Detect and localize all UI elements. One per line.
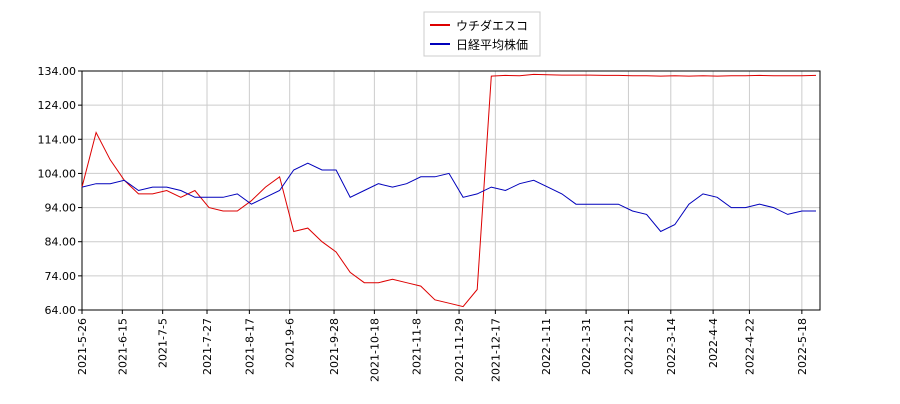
x-tick-label: 2021-11-8 xyxy=(411,318,424,375)
x-tick-label: 2021-12-17 xyxy=(489,318,502,382)
x-tick-label: 2022-1-11 xyxy=(540,318,553,375)
x-tick-label: 2021-5-26 xyxy=(76,318,89,375)
x-tick-label: 2021-9-28 xyxy=(328,318,341,375)
x-tick-label: 2021-11-29 xyxy=(453,318,466,382)
legend-label: 日経平均株価 xyxy=(456,37,528,52)
x-tick-label: 2021-9-6 xyxy=(284,318,297,368)
legend-label: ウチダエスコ xyxy=(456,18,528,33)
x-tick-label: 2022-4-22 xyxy=(743,318,756,375)
x-tick-label: 2021-8-17 xyxy=(243,318,256,375)
x-tick-label: 2022-4-4 xyxy=(707,318,720,368)
x-tick-label: 2021-7-5 xyxy=(157,318,170,368)
x-tick-label: 2022-1-31 xyxy=(580,318,593,375)
y-tick-label: 94.00 xyxy=(45,202,77,215)
y-tick-label: 64.00 xyxy=(45,304,77,317)
series-line xyxy=(81,73,817,308)
y-tick-label: 114.00 xyxy=(38,133,77,146)
x-tick-label: 2022-2-21 xyxy=(622,318,635,375)
x-tick-label: 2021-7-27 xyxy=(201,318,214,375)
x-tick-label: 2021-6-15 xyxy=(116,318,129,375)
plot-frame xyxy=(81,70,821,311)
y-tick-label: 104.00 xyxy=(38,167,77,180)
series-line xyxy=(81,162,816,233)
y-tick-label: 124.00 xyxy=(38,99,77,112)
x-tick-label: 2022-3-14 xyxy=(665,318,678,375)
x-tick-label: 2021-10-18 xyxy=(368,318,381,382)
y-tick-label: 84.00 xyxy=(45,236,77,249)
legend-box xyxy=(423,11,541,57)
y-tick-label: 74.00 xyxy=(45,270,77,283)
x-tick-label: 2022-5-18 xyxy=(796,318,809,375)
y-tick-label: 134.00 xyxy=(38,65,77,78)
